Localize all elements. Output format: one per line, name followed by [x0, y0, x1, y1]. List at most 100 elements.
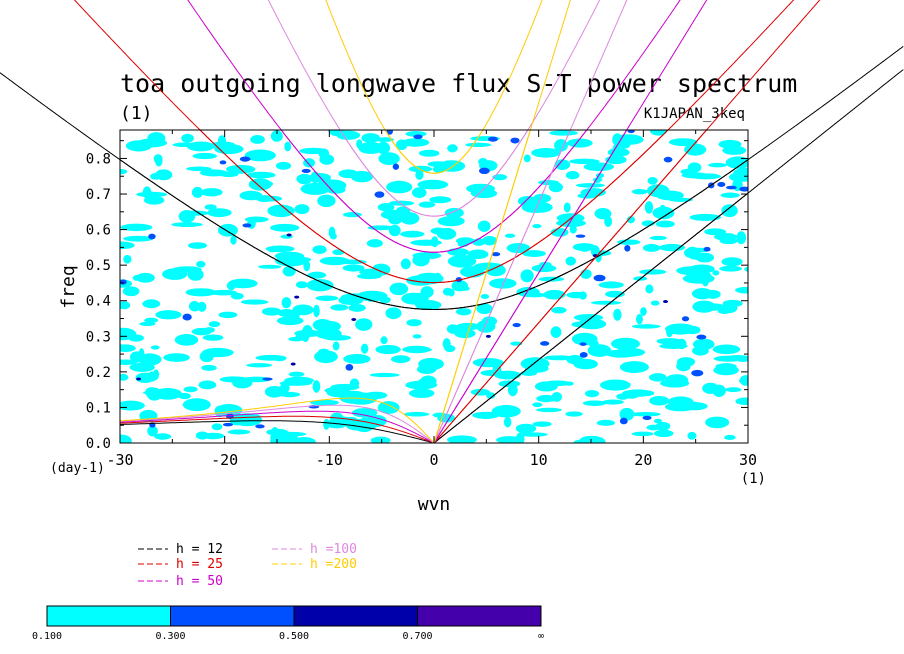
y-tick-label: 0.0 [86, 436, 111, 452]
x-tick-label: 30 [739, 451, 757, 469]
contour-blob [736, 231, 747, 245]
contour-blob [326, 388, 352, 398]
y-axis-unit: (day-1) [50, 461, 105, 476]
contour-blob [616, 393, 629, 400]
contour-blob [659, 243, 686, 252]
contour-blob [396, 206, 411, 215]
contour-blob [296, 173, 313, 185]
contour-blob [630, 412, 661, 417]
contour-blob [577, 318, 607, 330]
contour-blob [181, 210, 209, 216]
contour-blob [712, 384, 726, 397]
contour-blob [391, 355, 411, 364]
contour-blob [281, 297, 292, 309]
colorbar-swatch [417, 605, 542, 627]
contour-blob [605, 290, 625, 298]
contour-blob [569, 225, 577, 234]
contour-blob [418, 357, 444, 371]
contour-blob [154, 433, 172, 440]
contour-blob [521, 201, 549, 213]
contour-blob [120, 301, 131, 310]
contour-blob [312, 380, 321, 393]
contour-blob [676, 357, 696, 367]
contour-blob-mid [222, 422, 234, 427]
dispersion-curve-rossby [120, 410, 434, 443]
contour-blob-mid [182, 313, 192, 321]
contour-blob [201, 347, 234, 358]
contour-blob-high [663, 300, 669, 304]
contour-blob [580, 269, 592, 279]
contour-blob [687, 431, 697, 440]
contour-blob [375, 344, 401, 355]
y-tick-label: 0.5 [86, 258, 111, 274]
contour-blob [355, 318, 373, 331]
contour-blob [563, 202, 571, 213]
contour-blob [538, 276, 565, 282]
contour-blob [713, 355, 745, 362]
contour-blob [415, 169, 424, 180]
contour-blob [219, 376, 249, 383]
contour-blob [313, 304, 320, 318]
contour-blob [147, 425, 158, 437]
contour-blob [676, 338, 687, 350]
contour-blob [565, 411, 583, 417]
contour-blob [349, 378, 360, 389]
contour-blob-mid [579, 352, 588, 358]
contour-blob [378, 152, 400, 166]
y-axis-ticks: 0.0 0.1 0.2 0.3 0.4 0.5 0.6 0.7 0.8 [86, 140, 748, 452]
contour-blob [120, 241, 135, 250]
contour-blob [536, 394, 557, 403]
contour-blob [230, 235, 237, 245]
contour-blob [214, 143, 244, 155]
contour-blob [210, 289, 238, 296]
dispersion-curve-ig [339, 130, 529, 217]
contour-blob [417, 179, 449, 190]
contour-blob [266, 428, 289, 436]
contour-blob [551, 306, 567, 314]
contour-blob [489, 278, 517, 289]
contour-blob [288, 336, 304, 342]
contour-blob [288, 371, 305, 377]
contour-blob [338, 295, 364, 305]
contour-blob [332, 341, 340, 351]
contour-blob [590, 300, 622, 305]
contour-blob [294, 329, 323, 337]
contour-blob [200, 188, 223, 197]
contour-blob [129, 351, 144, 363]
y-tick-label: 0.8 [86, 151, 111, 167]
contour-blob [188, 301, 201, 312]
colorbar-swatch [170, 605, 295, 627]
contour-blob-mid [242, 223, 252, 228]
contour-blob [593, 189, 605, 195]
contour-blob [386, 180, 413, 194]
contour-blob [455, 322, 481, 331]
dispersion-curve-rossby [120, 397, 434, 443]
contour-blob [244, 149, 276, 162]
contour-blob [617, 239, 641, 245]
contour-blob [267, 204, 295, 218]
contour-blob [135, 272, 155, 283]
contour-blob [255, 195, 274, 202]
contour-blob [521, 292, 548, 298]
contour-blob-mid [374, 191, 385, 198]
contour-blob [207, 208, 232, 218]
dispersion-curve-ig [384, 130, 484, 174]
contour-blob [270, 130, 283, 142]
contour-blob-mid [239, 156, 251, 162]
contour-blob [264, 385, 285, 398]
contour-blob [198, 380, 217, 390]
legend-label: h = 50 [176, 574, 223, 589]
contour-blob [171, 222, 203, 228]
contour-blob-mid [512, 322, 521, 328]
contour-blob [472, 358, 504, 368]
contour-blob [185, 288, 217, 297]
contour-blob [369, 372, 400, 378]
contour-blob [712, 344, 741, 355]
contour-blob [201, 364, 217, 371]
contour-blob [619, 407, 635, 421]
contour-blob [292, 304, 314, 316]
x-tick-label: -30 [106, 451, 133, 469]
contour-blob [191, 186, 204, 198]
contour-blob [421, 292, 429, 300]
contour-blob [123, 235, 154, 242]
